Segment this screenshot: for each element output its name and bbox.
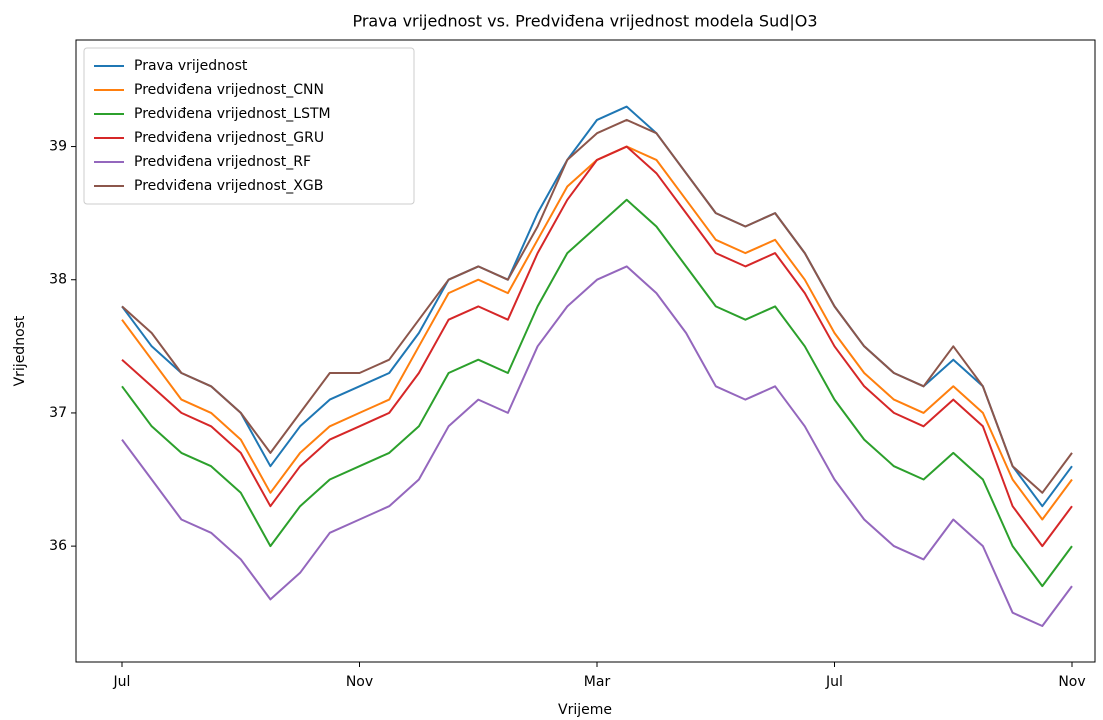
plot-frame bbox=[75, 39, 1096, 663]
legend-label: Predviđena vrijednost_RF bbox=[134, 154, 311, 170]
legend-label: Predviđena vrijednost_LSTM bbox=[134, 106, 331, 122]
series-line bbox=[121, 265, 1073, 627]
y-tick-label: 39 bbox=[49, 139, 67, 155]
x-tick-label: Jul bbox=[825, 674, 843, 690]
series-line bbox=[121, 198, 1073, 588]
legend-label: Predviđena vrijednost_CNN bbox=[134, 82, 324, 98]
x-tick-label: Nov bbox=[346, 674, 373, 690]
legend-label: Predviđena vrijednost_XGB bbox=[134, 178, 323, 194]
series-line bbox=[121, 118, 1073, 494]
legend-label: Predviđena vrijednost_GRU bbox=[134, 130, 324, 146]
legend-box bbox=[83, 47, 415, 205]
y-tick-label: 37 bbox=[49, 405, 67, 421]
x-tick-label: Mar bbox=[584, 674, 611, 690]
y-axis-label: Vrijednost bbox=[12, 315, 28, 386]
y-tick-label: 36 bbox=[49, 538, 67, 554]
x-tick-label: Jul bbox=[113, 674, 131, 690]
x-tick-label: Nov bbox=[1058, 674, 1085, 690]
y-tick-label: 38 bbox=[49, 272, 67, 288]
x-axis-label: Vrijeme bbox=[558, 702, 612, 718]
chart-title: Prava vrijednost vs. Predviđena vrijedno… bbox=[352, 12, 817, 31]
legend-label: Prava vrijednost bbox=[134, 58, 248, 74]
series-line bbox=[121, 145, 1073, 548]
